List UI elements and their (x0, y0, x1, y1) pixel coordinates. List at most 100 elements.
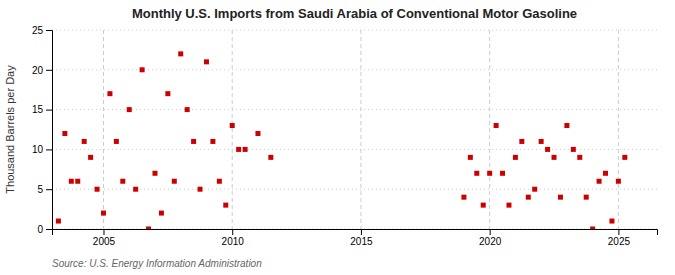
point (622, 155, 627, 160)
tick-label: 0 (37, 224, 43, 235)
tick-mark (46, 30, 52, 31)
tick-label: 5 (37, 184, 43, 195)
point (88, 155, 93, 160)
grid-line-y (52, 30, 657, 31)
chart-svg: 200520102015202020250510152025Monthly U.… (0, 0, 675, 275)
point (481, 203, 486, 208)
point (236, 147, 241, 152)
point (513, 155, 518, 160)
point (107, 91, 112, 96)
point (127, 107, 132, 112)
grid-line-x (489, 30, 490, 229)
point (571, 147, 576, 152)
tick: 20 (32, 65, 52, 76)
tick-label: 2020 (479, 236, 502, 247)
point (69, 179, 74, 184)
point (494, 123, 499, 128)
point (62, 131, 67, 136)
point (178, 51, 183, 56)
tick: 2020 (479, 229, 502, 247)
title: Monthly U.S. Imports from Saudi Arabia o… (132, 6, 577, 21)
tick-label: 2010 (222, 236, 245, 247)
point (616, 179, 621, 184)
tick-mark (490, 229, 491, 235)
point (56, 219, 61, 224)
axis-line (46, 31, 53, 230)
points (56, 51, 627, 229)
chart-container: 200520102015202020250510152025Monthly U.… (0, 0, 675, 275)
point (539, 139, 544, 144)
point (101, 211, 106, 216)
point (584, 195, 589, 200)
point (95, 187, 100, 192)
point (152, 171, 157, 176)
tick: 10 (32, 144, 52, 155)
point (159, 211, 164, 216)
point (532, 187, 537, 192)
point (204, 59, 209, 64)
point (474, 171, 479, 176)
point (217, 179, 222, 184)
point (172, 179, 177, 184)
axis-line (53, 230, 658, 236)
point (140, 67, 145, 72)
grid-line-y (52, 109, 657, 110)
point (243, 147, 248, 152)
point (597, 179, 602, 184)
y-axis-label: Thousand Barrels per Day (4, 65, 16, 194)
tick-mark (618, 229, 619, 235)
point (506, 203, 511, 208)
tick-mark (361, 229, 362, 235)
tick-mark (46, 70, 52, 71)
grid-line-y (52, 149, 657, 150)
point (146, 227, 151, 230)
point (590, 227, 595, 230)
point (75, 179, 80, 184)
point (603, 171, 608, 176)
plot-area: 200520102015202020250510152025 (32, 25, 658, 247)
point (133, 187, 138, 192)
tick-label: 2025 (608, 236, 631, 247)
tick-label: 25 (32, 25, 44, 36)
grid-line-x (103, 30, 104, 229)
tick: 2005 (93, 229, 116, 247)
tick: 2025 (608, 229, 631, 247)
point (558, 195, 563, 200)
point (609, 219, 614, 224)
point (191, 139, 196, 144)
point (165, 91, 170, 96)
point (461, 195, 466, 200)
point (552, 155, 557, 160)
point (198, 187, 203, 192)
grid-line-x (360, 30, 361, 229)
point (120, 179, 125, 184)
tick-mark (46, 149, 52, 150)
point (545, 147, 550, 152)
point (230, 123, 235, 128)
tick-label: 15 (32, 104, 44, 115)
tick: 5 (37, 184, 52, 195)
point (577, 155, 582, 160)
source-note: Source: U.S. Energy Information Administ… (52, 258, 262, 269)
tick-label: 20 (32, 65, 44, 76)
tick-mark (103, 229, 104, 235)
point (268, 155, 273, 160)
point (114, 139, 119, 144)
tick: 2015 (350, 229, 373, 247)
x-axis: 2005 2010 2015 2020 2025 (53, 229, 658, 247)
tick-label: 2005 (93, 236, 116, 247)
grid-line-x (232, 30, 233, 229)
tick-mark (46, 189, 52, 190)
tick: 2010 (222, 229, 245, 247)
point (82, 139, 87, 144)
point (487, 171, 492, 176)
y-axis: 0 5 10 15 20 25 (32, 25, 53, 235)
tick: 15 (32, 104, 52, 115)
tick-mark (46, 229, 52, 230)
grid-line-x (618, 30, 619, 229)
grid-line-y (52, 189, 657, 190)
tick: 25 (32, 25, 52, 36)
point (223, 203, 228, 208)
point (564, 123, 569, 128)
tick: 0 (37, 224, 52, 235)
